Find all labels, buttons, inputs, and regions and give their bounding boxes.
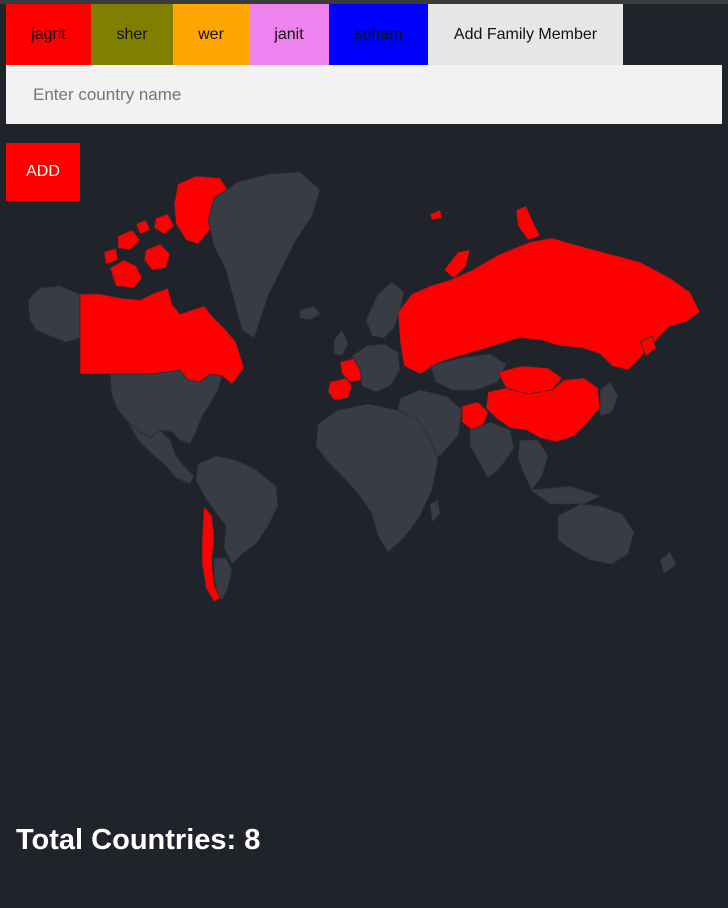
country-central-europe[interactable] xyxy=(351,343,401,393)
country-canada[interactable] xyxy=(79,287,245,385)
family-tab-label: sher xyxy=(116,25,148,43)
country-australia[interactable] xyxy=(557,503,635,565)
country-india[interactable] xyxy=(469,421,515,479)
total-countries: Total Countries: 8 xyxy=(16,824,260,857)
country-greenland[interactable] xyxy=(207,171,321,339)
country-canada-island[interactable] xyxy=(153,213,175,235)
family-member-tabs: jagrit sher wer janit soham Add Family M… xyxy=(6,4,623,65)
country-scandinavia[interactable] xyxy=(365,281,405,339)
country-chile[interactable] xyxy=(201,505,221,603)
family-tab-janit[interactable]: janit xyxy=(249,4,329,65)
family-tab-label: wer xyxy=(198,25,224,43)
window-top-border xyxy=(0,0,728,4)
country-canada-island[interactable] xyxy=(143,243,171,271)
country-russia-island[interactable] xyxy=(443,249,471,279)
country-kazakhstan[interactable] xyxy=(429,353,507,391)
country-mexico[interactable] xyxy=(127,421,195,485)
country-canada-island[interactable] xyxy=(117,229,141,251)
family-tab-wer[interactable]: wer xyxy=(173,4,249,65)
family-tab-label: soham xyxy=(354,25,403,43)
add-country-button[interactable]: ADD xyxy=(6,143,80,201)
country-usa-alaska[interactable] xyxy=(27,285,81,343)
country-russia-island[interactable] xyxy=(515,205,541,241)
country-canada-island[interactable] xyxy=(103,247,119,265)
country-argentina[interactable] xyxy=(213,557,233,601)
total-countries-label: Total Countries: xyxy=(16,824,237,856)
world-map xyxy=(27,171,701,603)
country-usa[interactable] xyxy=(109,369,223,445)
country-canada-island[interactable] xyxy=(135,219,151,235)
country-africa[interactable] xyxy=(315,403,439,553)
country-madagascar[interactable] xyxy=(429,499,441,523)
total-countries-count: 8 xyxy=(244,824,261,856)
country-japan[interactable] xyxy=(599,381,619,417)
country-russia[interactable] xyxy=(397,237,701,375)
add-family-member-label: Add Family Member xyxy=(453,25,598,43)
country-new-zealand[interactable] xyxy=(659,551,677,575)
country-brazil[interactable] xyxy=(195,455,279,565)
country-name-input[interactable] xyxy=(6,65,722,124)
country-indonesia[interactable] xyxy=(529,485,601,505)
country-russia-island[interactable] xyxy=(429,209,443,221)
country-china[interactable] xyxy=(485,377,601,443)
country-spain[interactable] xyxy=(327,377,353,401)
family-tab-soham[interactable]: soham xyxy=(329,4,428,65)
add-family-member-button[interactable]: Add Family Member xyxy=(428,4,623,65)
country-russia-island[interactable] xyxy=(639,335,657,357)
family-tab-label: jagrit xyxy=(31,25,66,43)
country-canada-island[interactable] xyxy=(109,259,143,289)
family-tab-label: janit xyxy=(274,25,304,43)
country-southeast-asia[interactable] xyxy=(517,439,549,491)
country-iceland[interactable] xyxy=(299,305,321,321)
family-tab-sher[interactable]: sher xyxy=(91,4,173,65)
country-uk[interactable] xyxy=(333,329,349,357)
family-tab-jagrit[interactable]: jagrit xyxy=(6,4,91,65)
